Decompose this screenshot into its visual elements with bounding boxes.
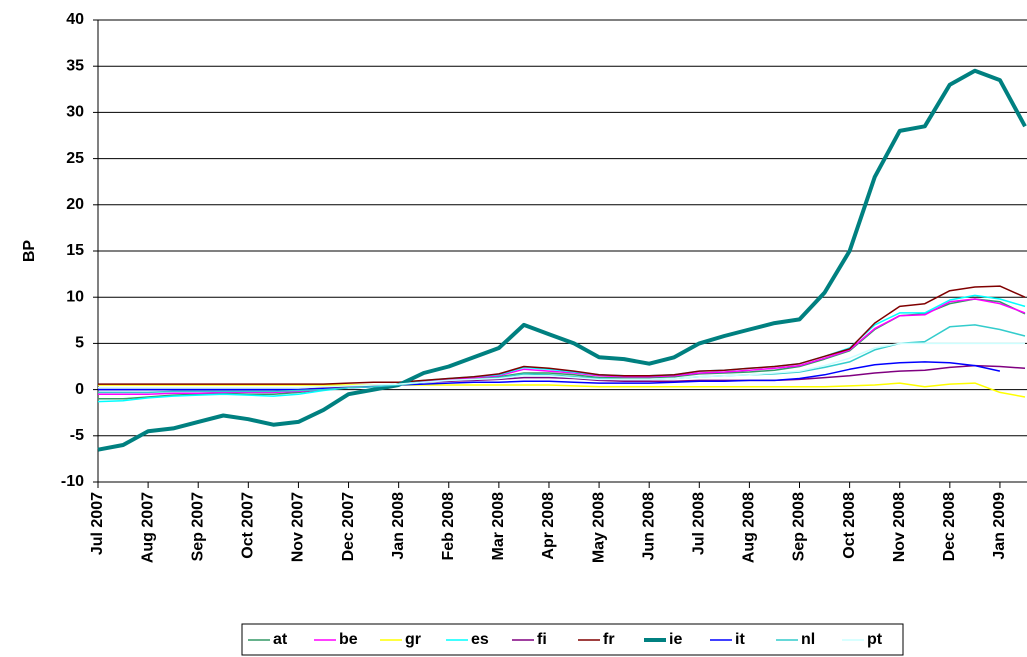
x-tick-label: Sep 2008 — [791, 492, 808, 561]
x-tick-label: Jul 2007 — [89, 492, 106, 555]
x-tick-label: Oct 2008 — [841, 492, 858, 559]
x-tick-label: Aug 2008 — [741, 492, 758, 563]
x-tick-label: Aug 2007 — [139, 492, 156, 563]
series-line — [97, 68, 1027, 452]
legend-label: at — [273, 631, 288, 648]
series-line — [98, 324, 1026, 394]
x-tick-label: Sep 2007 — [189, 492, 206, 561]
series-line — [98, 285, 1026, 385]
y-tick-label: 5 — [75, 335, 84, 352]
legend-label: fi — [537, 631, 547, 648]
legend-label: pt — [867, 631, 883, 648]
x-tick-label: Jun 2008 — [640, 492, 657, 561]
x-tick-label: Dec 2007 — [340, 492, 357, 561]
legend-label: nl — [801, 631, 815, 648]
x-tick-label: Apr 2008 — [540, 492, 557, 560]
x-tick-label: Nov 2008 — [891, 492, 908, 562]
y-tick-label: 25 — [66, 150, 84, 167]
y-axis-label: BP — [21, 240, 38, 263]
y-tick-label: 10 — [66, 288, 84, 305]
series-line — [98, 361, 1001, 391]
x-tick-label: Oct 2007 — [240, 492, 257, 559]
x-tick-label: Dec 2008 — [941, 492, 958, 561]
legend-label: it — [735, 631, 745, 648]
y-tick-label: 0 — [75, 381, 84, 398]
y-tick-label: 15 — [66, 242, 84, 259]
legend-label: es — [471, 631, 489, 648]
y-tick-label: 20 — [66, 196, 84, 213]
series-line — [98, 298, 1026, 395]
legend-label: fr — [603, 631, 615, 648]
x-tick-label: Nov 2007 — [290, 492, 307, 562]
x-tick-label: Feb 2008 — [440, 492, 457, 561]
y-tick-label: 40 — [66, 11, 84, 28]
y-tick-label: -5 — [70, 427, 84, 444]
legend-label: gr — [405, 631, 421, 648]
series-line — [98, 342, 1025, 389]
x-tick-label: Jan 2009 — [991, 492, 1008, 560]
series-line — [97, 294, 1026, 403]
series-line — [98, 382, 1026, 398]
y-tick-label: 30 — [66, 104, 84, 121]
legend-label: be — [339, 631, 358, 648]
legend-label: ie — [669, 631, 682, 648]
x-tick-label: Jan 2008 — [390, 492, 407, 560]
x-tick-label: Mar 2008 — [490, 492, 507, 561]
x-tick-label: Jul 2008 — [691, 492, 708, 555]
y-tick-label: 35 — [66, 57, 84, 74]
y-tick-label: -10 — [61, 473, 84, 490]
x-tick-label: May 2008 — [590, 492, 607, 563]
